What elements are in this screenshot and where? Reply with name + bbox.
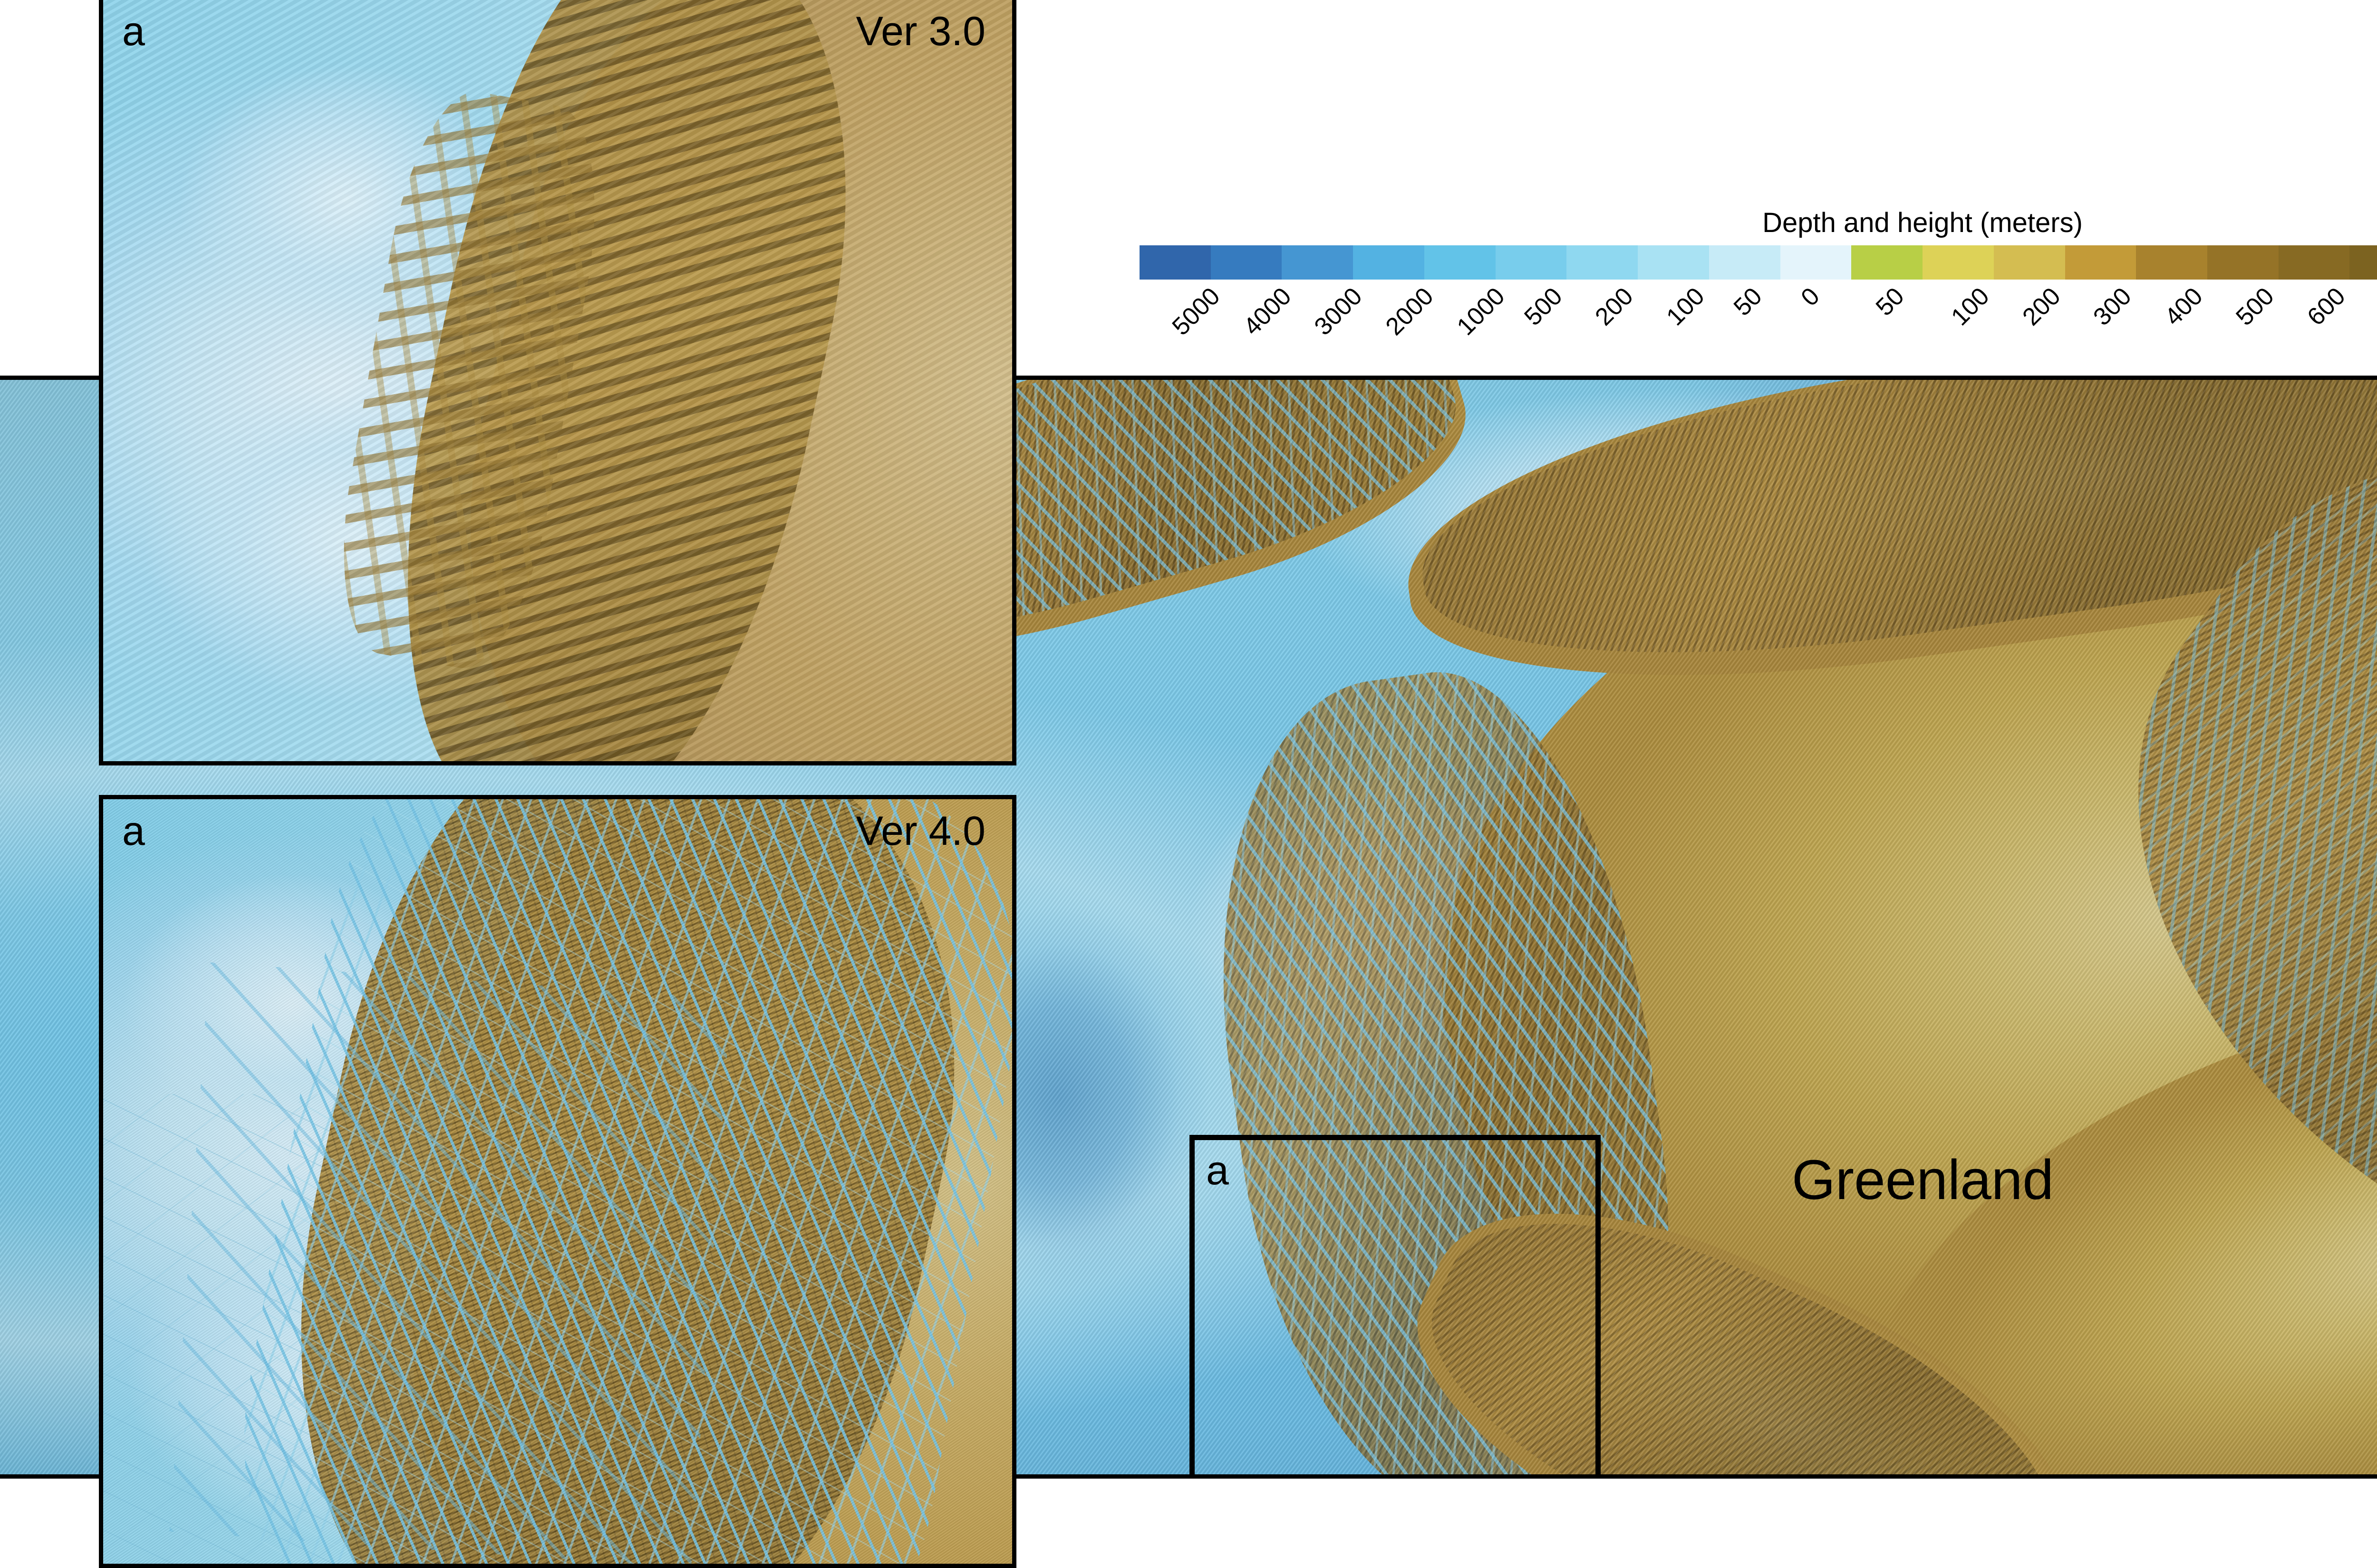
- colorbar-tick-5: 500: [1518, 282, 1568, 331]
- colorbar-segment-4: [1424, 245, 1496, 280]
- colorbar-segment-3: [1353, 245, 1424, 280]
- colorbar-tick-14: 400: [2159, 282, 2208, 331]
- inset-v3-version-label: Ver 3.0: [856, 9, 986, 54]
- colorbar-tick-1: 4000: [1238, 282, 1297, 341]
- colorbar-segment-16: [2278, 245, 2350, 280]
- inset-locator-box: [1189, 1135, 1601, 1474]
- inset-v4-letter: a: [122, 808, 145, 854]
- colorbar-segment-13: [2065, 245, 2136, 280]
- region-label-greenland: Greenland: [1792, 1149, 2054, 1211]
- inset-v3-letter: a: [122, 9, 145, 54]
- colorbar-segment-0: [1140, 245, 1211, 280]
- colorbar-tick-10: 50: [1871, 282, 1910, 321]
- colorbar-tick-4: 1000: [1451, 282, 1510, 341]
- colorbar-segment-15: [2207, 245, 2279, 280]
- colorbar-tick-16: 600: [2301, 282, 2351, 331]
- colorbar-segment-8: [1709, 245, 1780, 280]
- colorbar-legend: Depth and height (meters) 5000 4000 3000 20…: [1140, 209, 2377, 379]
- colorbar-segment-9: [1780, 245, 1852, 280]
- colorbar-segment-12: [1993, 245, 2065, 280]
- inset-v4-version-label: Ver 4.0: [856, 808, 986, 854]
- colorbar-segment-7: [1638, 245, 1709, 280]
- inset-v3-terrain: [103, 0, 1012, 761]
- colorbar-tick-9: 0: [1795, 282, 1825, 312]
- colorbar-strip: [1140, 245, 2377, 280]
- colorbar-segment-14: [2136, 245, 2208, 280]
- colorbar-title: Depth and height (meters): [1762, 207, 2083, 238]
- inset-locator-letter: a: [1206, 1148, 1229, 1193]
- inset-v4-terrain: [103, 799, 1012, 1564]
- colorbar-tick-17: 700: [2373, 282, 2377, 331]
- colorbar-segment-5: [1495, 245, 1567, 280]
- colorbar-tick-13: 300: [2088, 282, 2137, 331]
- inset-v3-panel: a Ver 3.0: [99, 0, 1016, 765]
- inset-v4-glacial-troughs: [169, 962, 731, 1564]
- inset-v4-panel: a Ver 4.0: [99, 795, 1016, 1568]
- colorbar-segment-10: [1851, 245, 1923, 280]
- colorbar-tick-6: 200: [1590, 282, 1639, 331]
- colorbar-segment-1: [1210, 245, 1282, 280]
- colorbar-tick-0: 5000: [1167, 282, 1226, 341]
- colorbar-segment-2: [1282, 245, 1353, 280]
- colorbar-tick-labels: 5000 4000 3000 2000 1000 500 200 100 50 0 50 100 200…: [1140, 280, 2377, 379]
- colorbar-tick-3: 2000: [1380, 282, 1439, 341]
- colorbar-tick-7: 100: [1661, 282, 1710, 331]
- colorbar-tick-11: 100: [1946, 282, 1995, 331]
- colorbar-segment-11: [1923, 245, 1994, 280]
- colorbar-tick-12: 200: [2017, 282, 2066, 331]
- colorbar-segment-6: [1566, 245, 1638, 280]
- colorbar-tick-8: 50: [1728, 282, 1768, 321]
- colorbar-tick-15: 500: [2231, 282, 2280, 331]
- colorbar-segment-17: [2349, 245, 2377, 280]
- colorbar-tick-2: 3000: [1309, 282, 1368, 341]
